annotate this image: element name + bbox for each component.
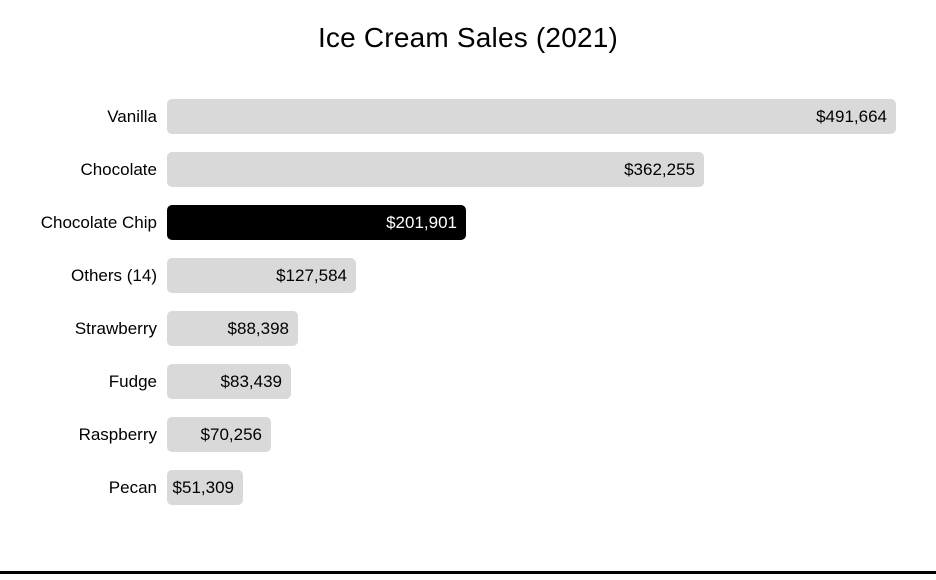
- value-label: $88,398: [227, 318, 289, 338]
- category-label: Pecan: [108, 477, 157, 497]
- bar-track: $201,901: [167, 205, 896, 240]
- chart-row: Pecan $51,309: [0, 470, 936, 505]
- value-label: $127,584: [276, 265, 347, 285]
- category-label: Raspberry: [78, 424, 157, 444]
- bar: $83,439: [167, 364, 291, 399]
- chart-row: Chocolate Chip $201,901: [0, 205, 936, 240]
- value-label: $362,255: [624, 159, 695, 179]
- bar-track: $83,439: [167, 364, 896, 399]
- category-label: Vanilla: [107, 106, 157, 126]
- value-label: $83,439: [220, 371, 282, 391]
- value-label: $201,901: [386, 212, 457, 232]
- bar: $491,664: [167, 99, 896, 134]
- value-label: $70,256: [200, 424, 262, 444]
- bar-track: $88,398: [167, 311, 896, 346]
- bar: $51,309: [167, 470, 243, 505]
- bottom-divider: [0, 571, 936, 574]
- chart-row: Raspberry $70,256: [0, 417, 936, 452]
- bar-chart: Vanilla $491,664 Chocolate $362,255 Chocolat…: [0, 99, 936, 523]
- value-label: $51,309: [172, 477, 234, 497]
- category-label: Strawberry: [74, 318, 157, 338]
- chart-row: Vanilla $491,664: [0, 99, 936, 134]
- chart-row: Chocolate $362,255: [0, 152, 936, 187]
- chart-title: Ice Cream Sales (2021): [317, 22, 619, 53]
- bar-track: $70,256: [167, 417, 896, 452]
- bar-track: $491,664: [167, 99, 896, 134]
- category-label: Others (14): [71, 265, 157, 285]
- category-label: Chocolate Chip: [40, 212, 157, 232]
- chart-row: Strawberry $88,398: [0, 311, 936, 346]
- bar-track: $127,584: [167, 258, 896, 293]
- bar-track: $362,255: [167, 152, 896, 187]
- bar-highlighted: $201,901: [167, 205, 466, 240]
- bar: $362,255: [167, 152, 704, 187]
- bar: $127,584: [167, 258, 356, 293]
- bar: $88,398: [167, 311, 298, 346]
- bar: $70,256: [167, 417, 271, 452]
- chart-row: Fudge $83,439: [0, 364, 936, 399]
- category-label: Chocolate: [80, 159, 157, 179]
- value-label: $491,664: [816, 106, 887, 126]
- bar-track: $51,309: [167, 470, 896, 505]
- category-label: Fudge: [108, 371, 157, 391]
- chart-row: Others (14) $127,584: [0, 258, 936, 293]
